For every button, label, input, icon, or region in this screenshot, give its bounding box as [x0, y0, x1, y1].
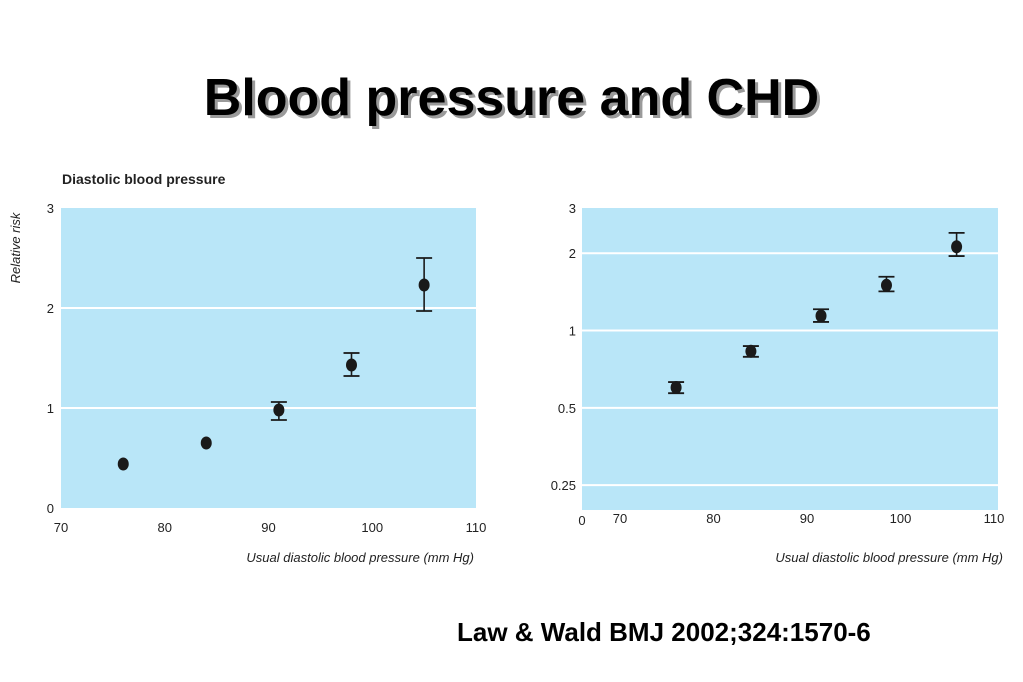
x-tick-label: 80: [158, 520, 172, 535]
data-point: [346, 358, 357, 372]
data-point: [951, 240, 963, 254]
data-point: [117, 457, 129, 471]
citation: Law & Wald BMJ 2002;324:1570-6: [457, 617, 871, 647]
y-tick-label: 0.5: [558, 401, 576, 416]
chart-title: Diastolic blood pressure: [62, 171, 226, 187]
y-tick-label: 3: [569, 201, 576, 216]
slide-title: Blood pressure and CHD: [203, 69, 820, 127]
plot-area: [61, 208, 476, 508]
x-tick-label: 80: [706, 511, 720, 526]
x-axis-title: Usual diastolic blood pressure (mm Hg): [246, 550, 474, 565]
data-point: [745, 344, 757, 358]
y-tick-label: 0.25: [551, 478, 576, 493]
data-point: [273, 403, 285, 417]
data-point: [200, 436, 212, 450]
plot-area: [582, 208, 998, 510]
data-point: [418, 278, 430, 292]
x-axis-title: Usual diastolic blood pressure (mm Hg): [775, 550, 1003, 565]
data-point: [880, 278, 892, 292]
y-tick-label: 2: [569, 246, 576, 261]
x-tick-label: 70: [54, 520, 68, 535]
x-origin-label: 0: [578, 513, 585, 528]
x-tick-label: 110: [466, 520, 487, 535]
x-tick-label: 100: [890, 511, 912, 526]
y-tick-label: 2: [47, 301, 54, 316]
y-tick-label: 1: [569, 324, 576, 339]
y-tick-label: 0: [47, 501, 54, 516]
x-tick-label: 70: [613, 511, 627, 526]
y-tick-label: 3: [47, 201, 54, 216]
data-point: [815, 309, 827, 323]
y-axis-title: Relative risk: [8, 211, 23, 283]
y-tick-label: 1: [47, 401, 54, 416]
x-tick-label: 90: [261, 520, 275, 535]
x-tick-label: 110: [984, 511, 1005, 526]
x-tick-label: 100: [361, 520, 383, 535]
x-tick-label: 90: [800, 511, 814, 526]
data-point: [670, 380, 682, 394]
